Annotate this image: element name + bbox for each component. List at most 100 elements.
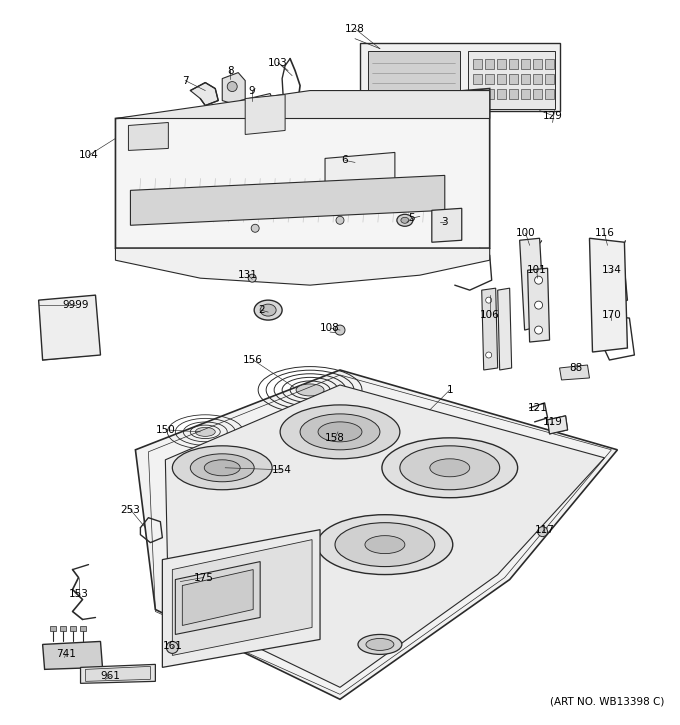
- Text: 7: 7: [182, 75, 188, 86]
- Polygon shape: [43, 642, 103, 669]
- Text: 131: 131: [238, 270, 258, 280]
- Ellipse shape: [300, 414, 380, 450]
- Ellipse shape: [382, 438, 517, 498]
- Ellipse shape: [190, 454, 254, 481]
- Text: 106: 106: [480, 310, 500, 320]
- Text: (ART NO. WB13398 C): (ART NO. WB13398 C): [550, 696, 664, 706]
- Bar: [521, 88, 530, 99]
- Ellipse shape: [335, 523, 435, 566]
- Polygon shape: [129, 123, 169, 150]
- Text: 117: 117: [534, 525, 554, 534]
- Ellipse shape: [401, 218, 409, 223]
- Ellipse shape: [366, 639, 394, 650]
- Polygon shape: [163, 530, 320, 668]
- Text: 154: 154: [272, 465, 292, 475]
- Text: 961: 961: [101, 671, 120, 682]
- Ellipse shape: [486, 352, 492, 358]
- Bar: [473, 74, 481, 83]
- Text: 103: 103: [268, 57, 288, 67]
- Bar: [473, 59, 481, 69]
- Text: 170: 170: [602, 310, 622, 320]
- Polygon shape: [222, 72, 245, 106]
- Bar: [69, 626, 75, 631]
- Ellipse shape: [534, 301, 543, 309]
- Polygon shape: [547, 416, 568, 434]
- Ellipse shape: [195, 427, 216, 436]
- Polygon shape: [190, 83, 218, 106]
- Ellipse shape: [248, 274, 256, 282]
- Polygon shape: [240, 94, 275, 120]
- Bar: [532, 74, 541, 83]
- Text: 6: 6: [341, 155, 348, 165]
- Bar: [485, 88, 494, 99]
- Polygon shape: [80, 664, 155, 684]
- Bar: [521, 59, 530, 69]
- Text: 161: 161: [163, 642, 182, 652]
- Ellipse shape: [365, 536, 405, 554]
- Polygon shape: [520, 239, 545, 330]
- Text: 88: 88: [569, 363, 582, 373]
- Polygon shape: [432, 208, 462, 242]
- Ellipse shape: [227, 82, 237, 91]
- Bar: [60, 626, 65, 631]
- Polygon shape: [325, 152, 395, 210]
- Bar: [496, 88, 506, 99]
- Polygon shape: [481, 288, 498, 370]
- Text: 175: 175: [193, 573, 214, 583]
- Ellipse shape: [400, 446, 500, 490]
- Text: 5: 5: [409, 213, 415, 223]
- Bar: [521, 74, 530, 83]
- Bar: [545, 74, 554, 83]
- Text: 128: 128: [345, 24, 365, 33]
- Text: 156: 156: [243, 355, 263, 365]
- Ellipse shape: [430, 459, 470, 477]
- Bar: [532, 88, 541, 99]
- Bar: [509, 88, 517, 99]
- Polygon shape: [245, 94, 285, 134]
- Text: 121: 121: [528, 403, 547, 413]
- Text: 158: 158: [325, 433, 345, 443]
- Polygon shape: [498, 288, 511, 370]
- Text: 253: 253: [120, 505, 140, 515]
- Polygon shape: [172, 539, 312, 655]
- Text: 116: 116: [594, 228, 615, 239]
- Polygon shape: [116, 248, 490, 285]
- Text: 8: 8: [227, 65, 233, 75]
- Polygon shape: [560, 365, 590, 380]
- Polygon shape: [116, 88, 490, 248]
- Polygon shape: [468, 51, 555, 109]
- Ellipse shape: [167, 642, 178, 653]
- Ellipse shape: [538, 526, 547, 536]
- Polygon shape: [368, 51, 460, 106]
- Ellipse shape: [358, 634, 402, 655]
- Ellipse shape: [317, 515, 453, 575]
- Polygon shape: [39, 295, 101, 360]
- Bar: [509, 59, 517, 69]
- Polygon shape: [175, 562, 260, 634]
- Ellipse shape: [397, 215, 413, 226]
- Ellipse shape: [296, 384, 324, 396]
- Bar: [545, 59, 554, 69]
- Polygon shape: [86, 666, 150, 681]
- Text: 2: 2: [258, 305, 265, 315]
- Ellipse shape: [172, 446, 272, 490]
- Text: 150: 150: [156, 425, 175, 435]
- Text: 9999: 9999: [63, 300, 89, 310]
- Text: 104: 104: [79, 150, 99, 160]
- Text: 1: 1: [447, 385, 453, 395]
- Polygon shape: [165, 385, 605, 687]
- Polygon shape: [131, 175, 445, 225]
- Bar: [532, 59, 541, 69]
- Polygon shape: [182, 570, 253, 626]
- Ellipse shape: [534, 276, 543, 284]
- Bar: [496, 59, 506, 69]
- Text: 134: 134: [602, 265, 622, 276]
- Ellipse shape: [251, 224, 259, 232]
- Bar: [496, 74, 506, 83]
- Bar: [485, 74, 494, 83]
- Ellipse shape: [486, 297, 492, 303]
- Text: 3: 3: [441, 218, 448, 227]
- Text: 100: 100: [516, 228, 535, 239]
- Bar: [545, 88, 554, 99]
- Ellipse shape: [260, 304, 276, 316]
